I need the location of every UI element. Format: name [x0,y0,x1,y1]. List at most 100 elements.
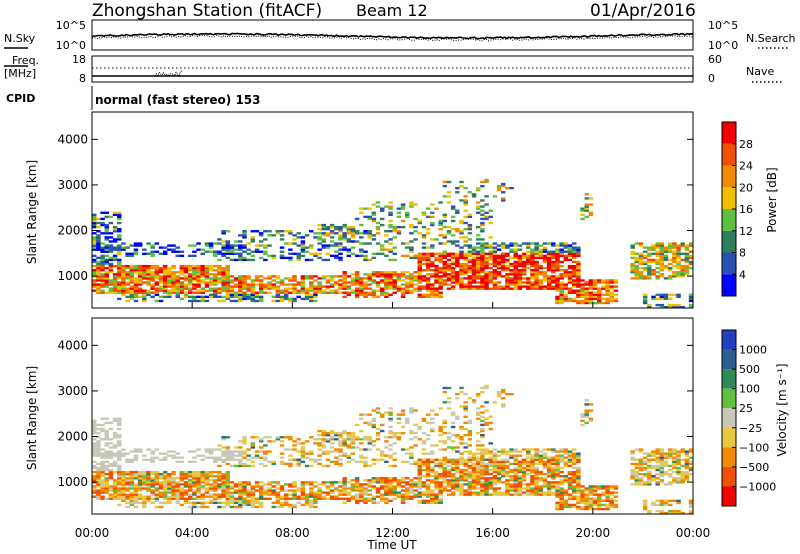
power-cell [254,275,260,278]
power-cell [480,279,485,282]
power-cell [108,221,114,225]
power-cell [258,281,264,284]
velocity-cell [530,462,535,466]
power-cell [672,250,677,253]
velocity-cell [133,454,139,457]
velocity-cell [258,440,264,443]
velocity-cell [346,481,352,484]
velocity-cell [233,499,239,502]
power-cell [601,297,606,301]
power-cell [346,291,352,294]
power-cell [434,238,439,241]
velocity-cell [137,487,143,490]
power-cell [338,230,343,233]
velocity-cell [584,507,589,511]
power-cell [475,186,481,190]
velocity-cell [651,464,656,468]
velocity-cell [238,481,243,484]
power-cell [684,256,690,260]
velocity-cell [334,450,339,453]
velocity-cell [609,485,614,488]
power-cell [517,260,523,264]
velocity-cell [659,481,665,484]
velocity-cell [405,419,410,422]
nave-dip [154,70,182,77]
velocity-cell [555,462,560,466]
power-cell [555,283,560,286]
velocity-cell [175,460,180,464]
velocity-cell [559,458,564,461]
power-cell [342,291,347,294]
velocity-cell [517,462,523,466]
velocity-cell [521,472,527,476]
velocity-cell [513,466,518,470]
velocity-cell [555,458,560,461]
velocity-cell [258,491,264,494]
power-cell [233,258,239,262]
velocity-cell [530,466,535,470]
velocity-cell [117,442,122,445]
velocity-cell [571,458,577,461]
power-cell [375,289,381,292]
velocity-cell [609,493,614,496]
velocity-cell [283,462,289,466]
velocity-cell [455,462,460,466]
velocity-cell [354,485,360,488]
power-cell [392,291,397,294]
velocity-cell [538,477,544,480]
velocity-cell [430,495,435,498]
power-cell [475,211,481,214]
power-cell [359,248,364,251]
power-cell [242,291,247,294]
velocity-cell [384,440,389,443]
velocity-cell [125,460,130,464]
power-cell [396,289,402,292]
velocity-cell [133,458,139,461]
power-cell [221,279,226,282]
power-cell [129,291,135,294]
velocity-cell [96,485,101,488]
velocity-cell [229,458,235,461]
velocity-cell [154,456,160,459]
velocity-cell [588,417,594,420]
velocity-cell [375,481,381,484]
velocity-cell [463,477,468,480]
velocity-cell [567,456,573,459]
power-cell [663,305,669,309]
velocity-cell [605,507,610,511]
power-cell [192,283,197,286]
power-cell [158,285,164,288]
power-cell [258,244,264,247]
power-cell [359,242,364,245]
velocity-cell [542,448,548,451]
velocity-cell [359,442,364,445]
velocity-cell [104,477,109,480]
velocity-cell [309,501,314,505]
power-cell [150,264,155,268]
power-cell [396,287,402,290]
velocity-cell [659,460,665,464]
velocity-cell [267,440,272,443]
power-cell [388,277,393,280]
velocity-cell [117,495,122,498]
power-cell [304,250,310,253]
power-cell [501,275,506,278]
power-cell [388,219,393,223]
velocity-cell [659,479,665,482]
power-cell [417,273,423,276]
velocity-cell [405,493,410,496]
velocity-cell [400,431,406,435]
power-cell [484,211,489,214]
velocity-cell [92,479,97,482]
velocity-cell [642,505,648,509]
velocity-cell [546,483,552,486]
velocity-cell [204,456,210,459]
power-cell [375,221,381,225]
velocity-cell [442,442,448,445]
velocity-cell [104,479,109,482]
power-cell [167,269,172,272]
power-cell [288,256,293,260]
velocity-cell [108,497,114,500]
power-cell [142,291,147,294]
velocity-cell [492,452,498,455]
